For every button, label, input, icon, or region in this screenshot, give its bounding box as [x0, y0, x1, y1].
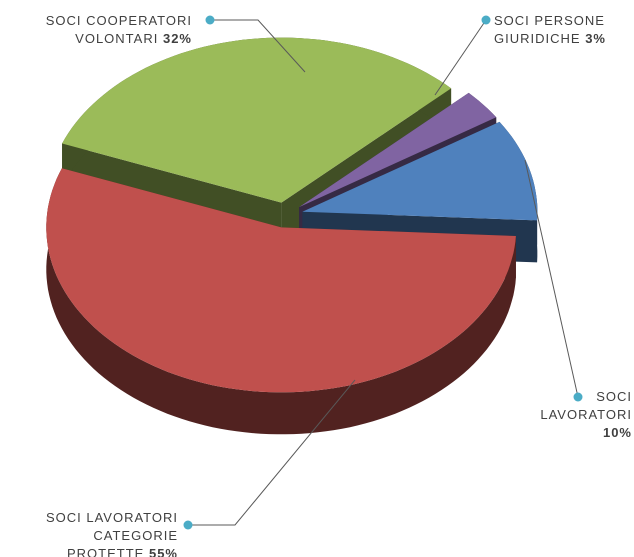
slice-label: SOCI PERSONE GIURIDICHE 3% — [494, 12, 634, 48]
slice-label: SOCI LAVORATORI CATEGORIE PROTETTE 55% — [18, 509, 178, 557]
label-dot — [573, 392, 583, 402]
category-name: SOCI LAVORATORI — [540, 389, 632, 422]
category-name: SOCI PERSONE GIURIDICHE — [494, 13, 605, 46]
slice — [62, 37, 452, 203]
value-label: 55% — [148, 546, 178, 557]
slice-label: SOCI LAVORATORI 10% — [527, 388, 632, 442]
label-dot — [205, 15, 215, 25]
label-dot — [481, 15, 491, 25]
leader-line — [434, 19, 487, 96]
leader-line — [210, 19, 306, 73]
label-dot — [183, 520, 193, 530]
slice — [46, 168, 516, 393]
leader-line — [188, 379, 356, 526]
category-name: SOCI COOPERATORI VOLONTARI — [45, 13, 192, 46]
category-name: SOCI LAVORATORI CATEGORIE PROTETTE — [45, 510, 178, 557]
slice — [302, 121, 538, 221]
leader-line — [524, 159, 579, 398]
value-label: 32% — [162, 31, 192, 46]
slice — [299, 92, 497, 208]
value-label: 3% — [585, 31, 606, 46]
slice-label: SOCI COOPERATORI VOLONTARI 32% — [12, 12, 192, 48]
value-label: 10% — [602, 425, 632, 440]
